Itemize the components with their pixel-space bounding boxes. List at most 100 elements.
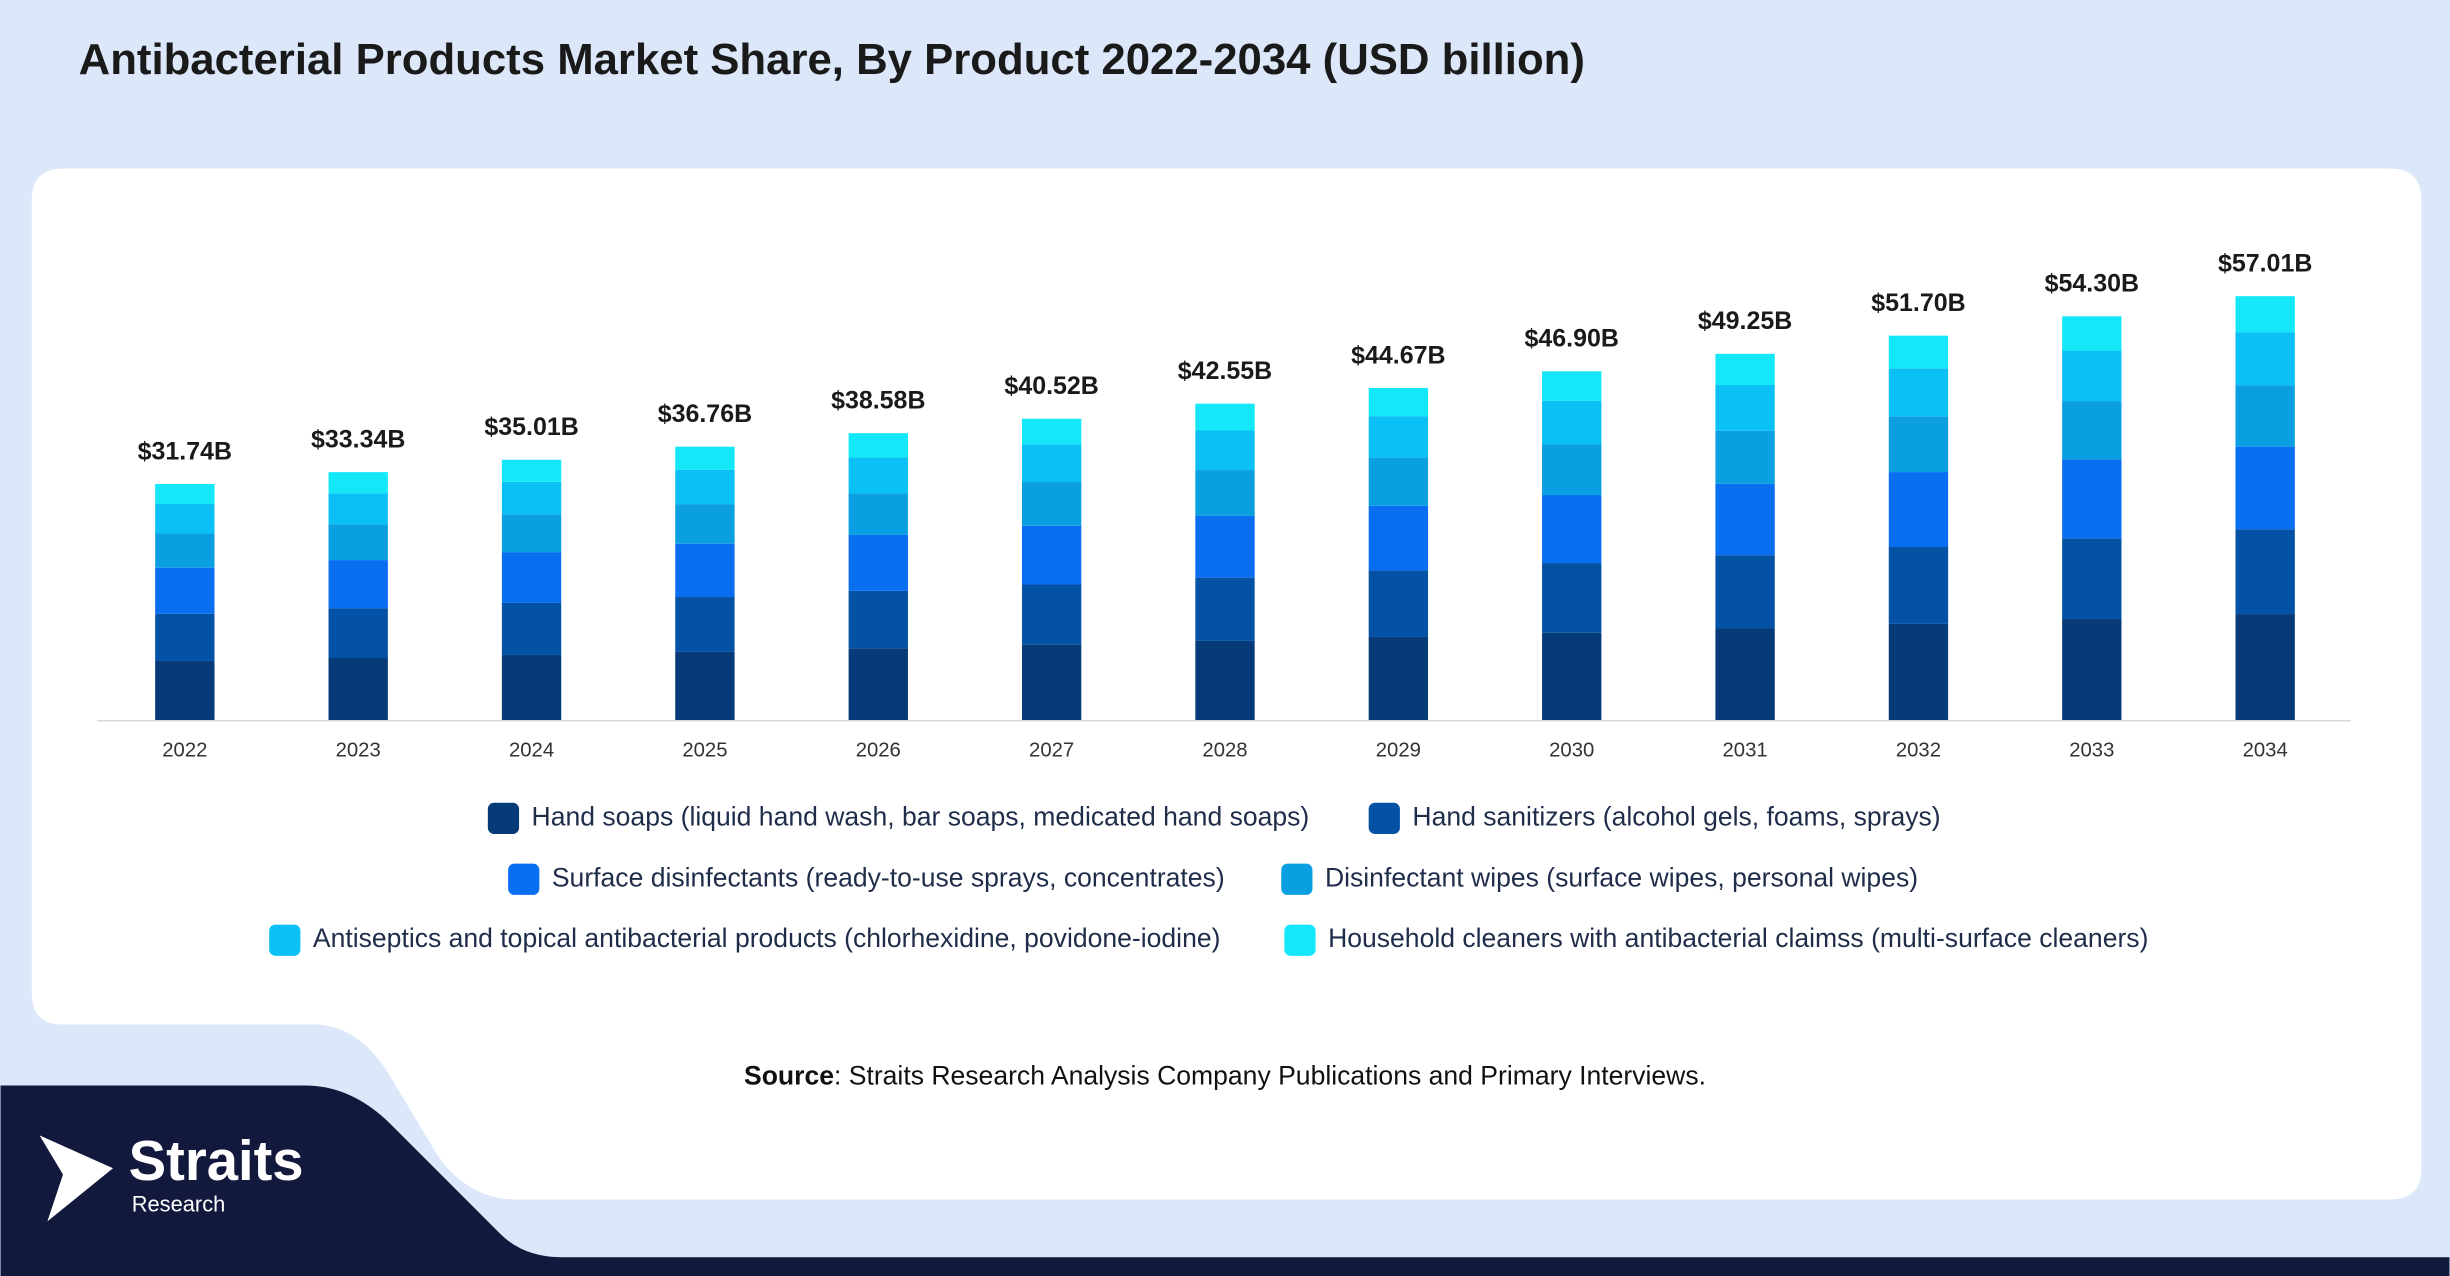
legend-label: Antiseptics and topical antibacterial pr… — [313, 923, 1221, 953]
bar-segment — [1888, 547, 1949, 624]
bar-segment — [1715, 555, 1775, 629]
legend-swatch — [1284, 924, 1316, 956]
total-label: $51.70B — [1871, 289, 1965, 317]
x-tick-label: 2033 — [2069, 740, 2114, 762]
bar-segment — [1021, 482, 1082, 526]
legend-swatch — [1281, 863, 1313, 895]
logo-name: Straits — [129, 1129, 304, 1192]
legend-swatch — [1368, 802, 1400, 835]
bar-segment — [501, 481, 562, 515]
bar-segment — [328, 608, 388, 658]
bar-segment — [2235, 296, 2295, 333]
bar-segment — [675, 446, 735, 470]
bar-segment — [1715, 483, 1775, 556]
total-label: $33.34B — [311, 425, 405, 453]
bar-segment — [848, 590, 908, 649]
bar-segment — [328, 560, 388, 609]
total-label: $38.58B — [831, 387, 925, 415]
bar-segment — [501, 459, 562, 482]
bar-segment — [155, 533, 215, 568]
bar-segment — [1021, 644, 1082, 720]
bar-segment — [2062, 401, 2122, 460]
total-label: $36.76B — [658, 400, 752, 428]
bar-segment — [1195, 577, 1255, 641]
bar-segment — [1715, 385, 1775, 431]
x-tick-label: 2029 — [1376, 740, 1421, 762]
bar-segment — [1368, 570, 1429, 637]
bar-segment — [1368, 416, 1429, 458]
bar-segment — [675, 504, 735, 544]
bar-segment — [2235, 332, 2295, 386]
bar-segment — [328, 493, 388, 525]
bar-segment — [2235, 614, 2295, 720]
bar-segment — [328, 472, 388, 494]
total-label: $31.74B — [138, 437, 232, 465]
bar-segment — [2062, 619, 2122, 720]
bar-segment — [2062, 538, 2122, 620]
bar-segment — [675, 543, 735, 598]
legend-label: Surface disinfectants (ready-to-use spra… — [552, 862, 1225, 892]
x-tick-label: 2025 — [682, 740, 727, 762]
x-tick-label: 2028 — [1202, 740, 1247, 762]
bar-segment — [675, 469, 735, 505]
logo-sub: Research — [132, 1191, 226, 1216]
total-label: $46.90B — [1525, 325, 1619, 353]
total-label: $35.01B — [484, 413, 578, 441]
total-label: $57.01B — [2218, 250, 2312, 278]
bar-segment — [1542, 400, 1602, 445]
x-tick-label: 2031 — [1723, 740, 1768, 762]
x-tick-label: 2034 — [2243, 740, 2288, 762]
bar-segment — [1195, 403, 1255, 431]
bar-segment — [1715, 628, 1775, 720]
bar-segment — [1368, 457, 1429, 506]
source-label: Source — [744, 1061, 834, 1091]
bar-segment — [2235, 529, 2295, 615]
bar-segment — [675, 651, 735, 720]
bar-segment — [1715, 430, 1775, 484]
legend-swatch — [269, 924, 301, 956]
bar-segment — [501, 552, 562, 603]
bar-segment — [1368, 387, 1429, 417]
bar-segment — [675, 597, 735, 652]
bar-segment — [501, 602, 562, 655]
legend-label: Hand sanitizers (alcohol gels, foams, sp… — [1412, 801, 1940, 831]
legend-swatch — [487, 802, 520, 835]
legend-label: Household cleaners with antibacterial cl… — [1328, 923, 2148, 953]
legend-label: Disinfectant wipes (surface wipes, perso… — [1325, 862, 1918, 892]
x-tick-label: 2026 — [856, 740, 901, 762]
bar-segment — [155, 504, 215, 534]
bar-segment — [848, 648, 908, 720]
bar-segment — [848, 534, 908, 591]
source: Source: Straits Research Analysis Compan… — [744, 1061, 1706, 1091]
bar-segment — [1195, 515, 1255, 578]
bar-segment — [2235, 446, 2295, 530]
bar-segment — [328, 657, 388, 720]
bar-segment — [1195, 430, 1255, 471]
legend-label: Hand soaps (liquid hand wash, bar soaps,… — [532, 801, 1310, 831]
bar-segment — [1542, 632, 1602, 720]
bar-segment — [1195, 470, 1255, 516]
bar-segment — [501, 514, 562, 553]
source-text: : Straits Research Analysis Company Publ… — [834, 1061, 1706, 1091]
bar-segment — [848, 433, 908, 458]
bar-segment — [1888, 368, 1949, 417]
bar-segment — [2062, 459, 2122, 539]
x-tick-label: 2032 — [1896, 740, 1941, 762]
x-tick-label: 2027 — [1029, 740, 1074, 762]
bar-segment — [1021, 418, 1082, 445]
bar-segment — [1888, 623, 1949, 720]
logo-mark — [39, 1135, 113, 1222]
footer-band — [0, 1085, 2450, 1276]
bar-segment — [155, 567, 215, 614]
bar-segment — [155, 660, 215, 720]
bar-segment — [1368, 505, 1429, 571]
bar-segment — [328, 524, 388, 561]
total-label: $44.67B — [1351, 341, 1445, 369]
total-label: $49.25B — [1698, 307, 1792, 335]
bar-segment — [1542, 495, 1602, 564]
bar-segment — [1368, 636, 1429, 720]
chart-title: Antibacterial Products Market Share, By … — [79, 35, 1585, 84]
bar-segment — [1888, 472, 1949, 548]
bar-segment — [2062, 316, 2122, 351]
